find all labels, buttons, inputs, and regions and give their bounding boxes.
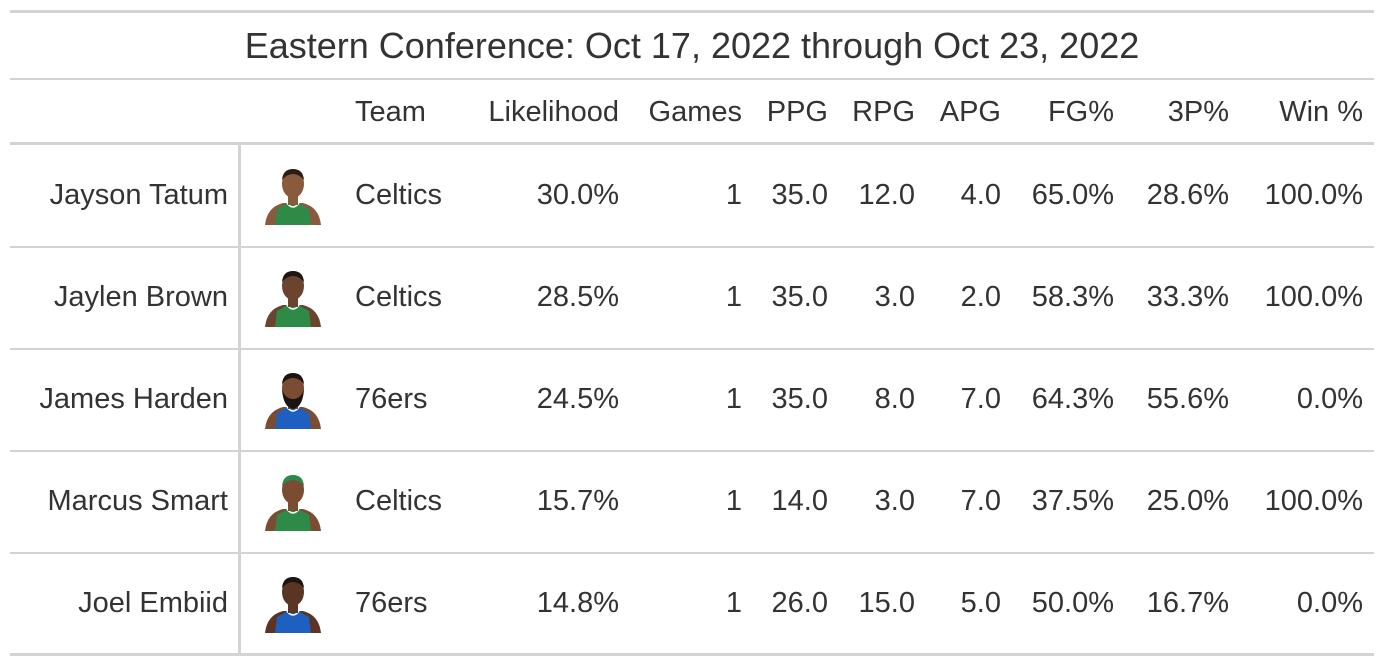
column-header-ppg: PPG — [766, 96, 828, 128]
win-pct-cell: 100.0% — [1264, 281, 1363, 313]
ppg-cell: 35.0 — [771, 383, 828, 415]
row-divider — [10, 552, 1374, 554]
win-pct-cell: 100.0% — [1264, 485, 1363, 517]
apg-cell: 4.0 — [960, 179, 1001, 211]
likelihood-cell: 28.5% — [536, 281, 619, 313]
apg-cell: 2.0 — [960, 281, 1001, 313]
apg-cell: 5.0 — [960, 587, 1001, 619]
player-name-cell: Jaylen Brown — [53, 281, 228, 313]
3p-pct-cell: 55.6% — [1146, 383, 1229, 415]
likelihood-cell: 24.5% — [536, 383, 619, 415]
likelihood-cell: 15.7% — [536, 485, 619, 517]
ppg-cell: 14.0 — [771, 485, 828, 517]
column-header-win-pct: Win % — [1279, 96, 1363, 128]
win-pct-cell: 0.0% — [1296, 587, 1363, 619]
row-divider — [10, 348, 1374, 350]
3p-pct-cell: 28.6% — [1146, 179, 1229, 211]
fg-pct-cell: 50.0% — [1031, 587, 1114, 619]
column-header-3p-pct: 3P% — [1167, 96, 1229, 128]
rpg-cell: 3.0 — [874, 281, 915, 313]
fg-pct-cell: 65.0% — [1031, 179, 1114, 211]
team-cell: Celtics — [355, 485, 443, 517]
games-cell: 1 — [725, 383, 742, 415]
table-bottom-border — [10, 653, 1374, 656]
likelihood-cell: 30.0% — [536, 179, 619, 211]
fg-pct-cell: 37.5% — [1031, 485, 1114, 517]
row-divider — [10, 450, 1374, 452]
ppg-cell: 35.0 — [771, 281, 828, 313]
apg-cell: 7.0 — [960, 485, 1001, 517]
team-cell: Celtics — [355, 281, 443, 313]
3p-pct-cell: 33.3% — [1146, 281, 1229, 313]
team-cell: Celtics — [355, 179, 443, 211]
apg-cell: 7.0 — [960, 383, 1001, 415]
title-bottom-border — [10, 78, 1374, 80]
player-headshot-icon — [261, 473, 325, 531]
column-header-apg: APG — [939, 96, 1001, 128]
team-cell: 76ers — [355, 383, 428, 415]
win-pct-cell: 0.0% — [1296, 383, 1363, 415]
games-cell: 1 — [725, 179, 742, 211]
rpg-cell: 3.0 — [874, 485, 915, 517]
column-header-likelihood: Likelihood — [488, 96, 619, 128]
rpg-cell: 15.0 — [858, 587, 915, 619]
fg-pct-cell: 64.3% — [1031, 383, 1114, 415]
stub-border — [238, 145, 241, 655]
row-divider — [10, 246, 1374, 248]
column-header-rpg: RPG — [852, 96, 915, 128]
table-top-border — [10, 10, 1374, 13]
player-headshot-icon — [261, 575, 325, 633]
rpg-cell: 12.0 — [858, 179, 915, 211]
3p-pct-cell: 16.7% — [1146, 587, 1229, 619]
player-headshot-icon — [261, 371, 325, 429]
player-name-cell: Joel Embiid — [78, 587, 228, 619]
player-name-cell: Marcus Smart — [47, 485, 228, 517]
rpg-cell: 8.0 — [874, 383, 915, 415]
player-name-cell: Jayson Tatum — [49, 179, 228, 211]
games-cell: 1 — [725, 485, 742, 517]
ppg-cell: 35.0 — [771, 179, 828, 211]
fg-pct-cell: 58.3% — [1031, 281, 1114, 313]
ppg-cell: 26.0 — [771, 587, 828, 619]
games-cell: 1 — [725, 587, 742, 619]
win-pct-cell: 100.0% — [1264, 179, 1363, 211]
header-bottom-border — [10, 142, 1374, 145]
column-header-team: Team — [355, 96, 426, 128]
table-title: Eastern Conference: Oct 17, 2022 through… — [244, 25, 1140, 66]
team-cell: 76ers — [355, 587, 428, 619]
3p-pct-cell: 25.0% — [1146, 485, 1229, 517]
likelihood-cell: 14.8% — [536, 587, 619, 619]
games-cell: 1 — [725, 281, 742, 313]
player-name-cell: James Harden — [39, 383, 228, 415]
column-header-games: Games — [648, 96, 742, 128]
column-header-fg-pct: FG% — [1047, 96, 1114, 128]
player-headshot-icon — [261, 167, 325, 225]
player-headshot-icon — [261, 269, 325, 327]
